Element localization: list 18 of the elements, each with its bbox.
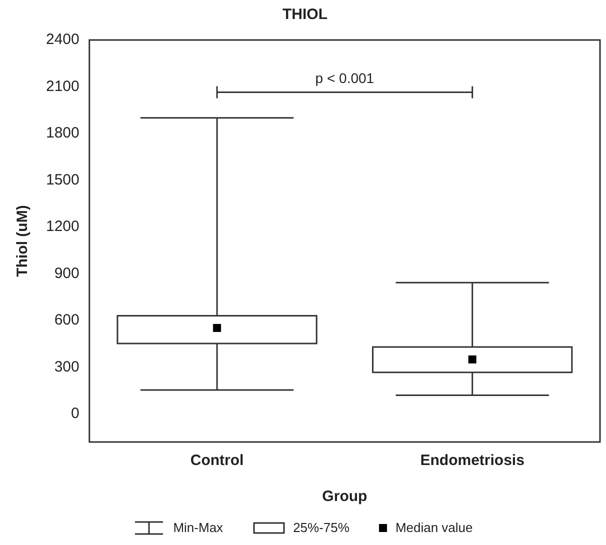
text: Min-Max [173, 520, 224, 535]
chart-title: THIOL [282, 6, 328, 24]
y-tick-label: 1200 [46, 218, 80, 236]
x-axis-title: Group [322, 488, 368, 506]
y-tick-label: 2400 [46, 31, 80, 48]
y-tick-label: 300 [54, 358, 80, 376]
y-tick-label: 0 [71, 405, 80, 422]
text: 25%-75% [293, 520, 350, 535]
y-axis-title: Thiol (uM) [14, 205, 32, 277]
y-tick-label: 900 [54, 264, 80, 282]
x-tick-label: Endometriosis [420, 452, 524, 470]
x-tick-label: Control [190, 452, 244, 470]
y-tick-label: 1500 [46, 171, 80, 188]
y-tick-label: 2100 [46, 78, 80, 95]
y-tick-label: 1800 [46, 124, 80, 142]
annotation: p < 0.001 [315, 70, 374, 86]
y-tick-label: 600 [54, 312, 80, 329]
text: Median value [395, 520, 473, 535]
